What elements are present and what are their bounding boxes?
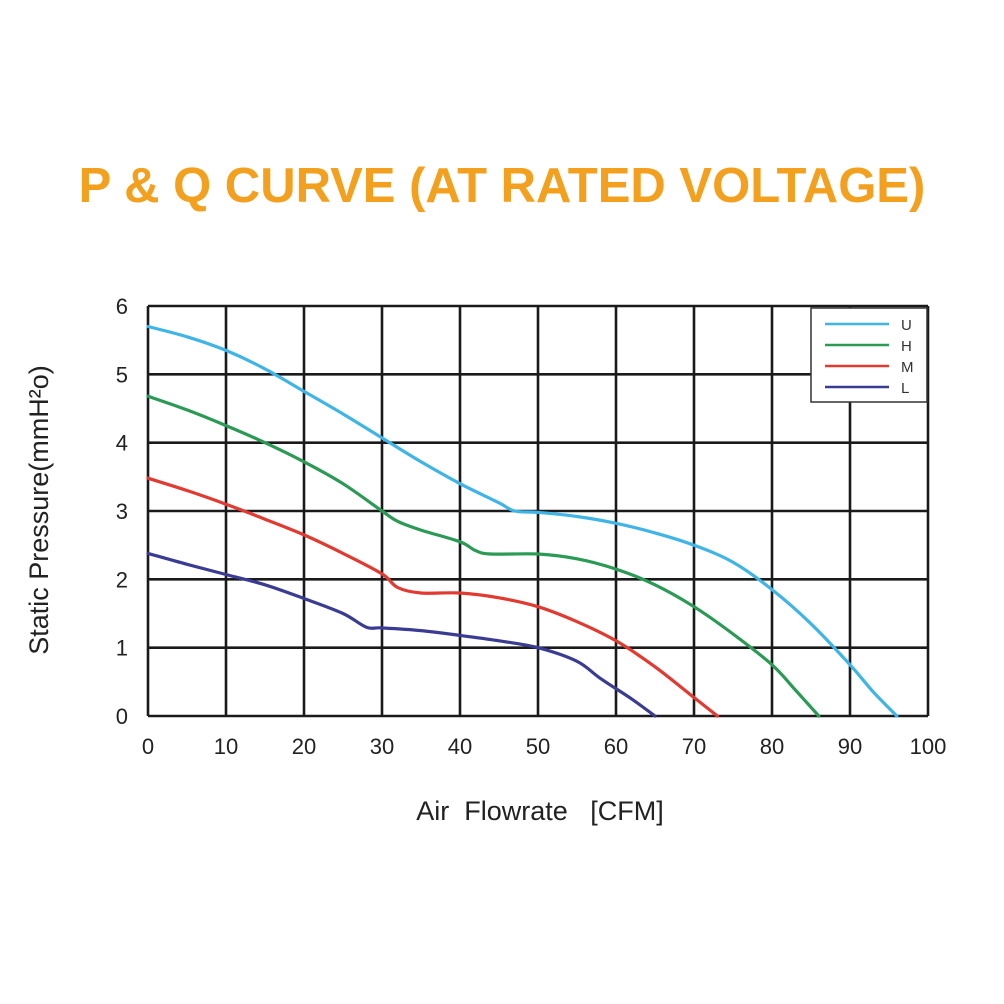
- legend-label-M: M: [901, 359, 914, 376]
- legend-label-H: H: [901, 338, 912, 355]
- x-tick-label: 40: [448, 734, 472, 759]
- y-tick-label: 3: [116, 499, 128, 524]
- legend-label-U: U: [901, 317, 912, 334]
- series-line-H: [146, 394, 821, 718]
- series-line-U: [146, 324, 899, 718]
- x-tick-label: 60: [604, 734, 628, 759]
- y-tick-label: 6: [116, 294, 128, 319]
- y-tick-label: 0: [116, 704, 128, 729]
- tick-labels: 0 10 20 30 40 50 60 70 80 90 100 0 1 2 3 4 5 6: [116, 294, 947, 759]
- legend-label-L: L: [901, 380, 909, 397]
- chart-title: P & Q CURVE (AT RATED VOLTAGE): [78, 159, 926, 213]
- series-lines: [146, 324, 899, 718]
- x-tick-label: 100: [910, 734, 947, 759]
- x-axis-label: Air Flowrate [CFM]: [416, 796, 664, 826]
- y-tick-label: 1: [116, 636, 128, 661]
- x-tick-label: 10: [214, 734, 238, 759]
- x-tick-label: 50: [526, 734, 550, 759]
- y-tick-label: 2: [116, 567, 128, 592]
- y-axis-label: Static Pressure(mmH²o): [24, 365, 54, 655]
- x-tick-label: 90: [838, 734, 862, 759]
- x-tick-label: 80: [760, 734, 784, 759]
- x-tick-label: 20: [292, 734, 316, 759]
- y-tick-label: 4: [116, 431, 128, 456]
- y-tick-label: 5: [116, 362, 128, 387]
- x-tick-label: 70: [682, 734, 706, 759]
- series-line-M: [146, 476, 719, 718]
- series-line-L: [146, 551, 657, 718]
- x-tick-label: 30: [370, 734, 394, 759]
- x-tick-label: 0: [142, 734, 154, 759]
